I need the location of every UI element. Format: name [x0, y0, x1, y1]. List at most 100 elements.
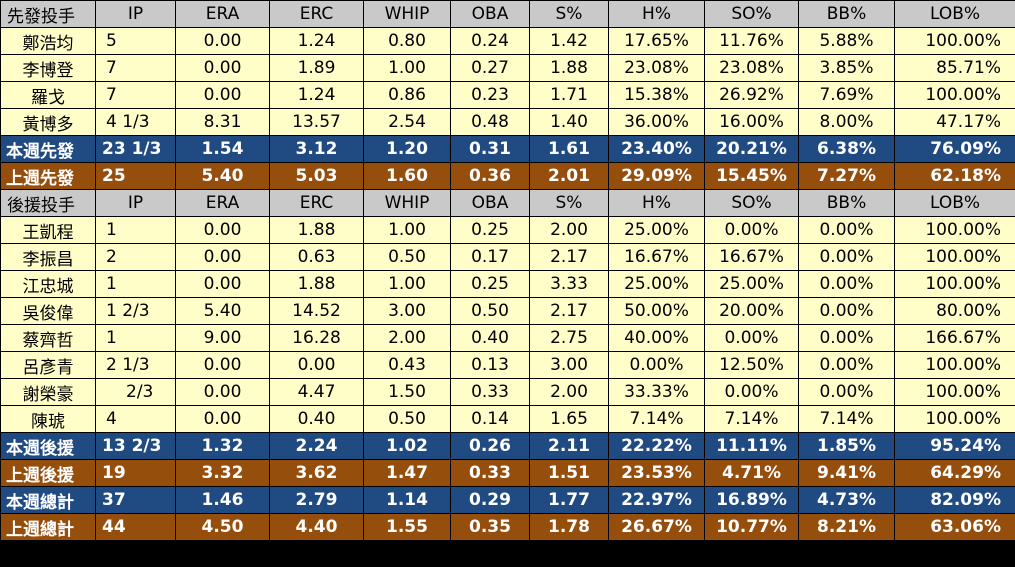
cell-erc: 5.03	[269, 162, 364, 190]
cell-lob-pct: 100.00%	[894, 216, 1015, 244]
cell-so-pct: 0.00%	[704, 216, 799, 244]
cell-whip: 1.55	[363, 513, 451, 541]
cell-h-pct: 26.67%	[608, 513, 705, 541]
cell-oba: 0.26	[450, 432, 530, 460]
reliever-row: 王凱程 1 0.00 1.88 1.00 0.25 2.00 25.00% 0.00% 0.00%…	[0, 216, 1015, 244]
cell-name: 李博登	[0, 54, 96, 82]
cell-so-pct: 26.92%	[704, 81, 799, 109]
cell-h-pct: 23.08%	[608, 54, 705, 82]
cell-oba: 0.25	[450, 270, 530, 298]
cell-lob-pct: 100.00%	[894, 243, 1015, 271]
totals-this-week-row: 本週總計 37 1.46 2.79 1.14 0.29 1.77 22.97% 16.89% 4.…	[0, 486, 1015, 514]
cell-lob-pct: 100.00%	[894, 270, 1015, 298]
header-oba: OBA	[450, 0, 530, 28]
header-name: 後援投手	[0, 189, 96, 217]
cell-h-pct: 25.00%	[608, 216, 705, 244]
header-bb-pct: BB%	[798, 189, 895, 217]
cell-s-pct: 3.33	[529, 270, 609, 298]
cell-bb-pct: 8.21%	[798, 513, 895, 541]
cell-oba: 0.17	[450, 243, 530, 271]
cell-name: 江忠城	[0, 270, 96, 298]
cell-bb-pct: 4.73%	[798, 486, 895, 514]
cell-oba: 0.13	[450, 351, 530, 379]
cell-name: 本週後援	[0, 432, 96, 460]
cell-oba: 0.40	[450, 324, 530, 352]
cell-s-pct: 2.75	[529, 324, 609, 352]
cell-whip: 0.50	[363, 243, 451, 271]
cell-era: 1.54	[175, 135, 270, 163]
cell-h-pct: 16.67%	[608, 243, 705, 271]
reliever-row: 李振昌 2 0.00 0.63 0.50 0.17 2.17 16.67% 16.67% 0.00…	[0, 243, 1015, 271]
cell-bb-pct: 0.00%	[798, 216, 895, 244]
cell-so-pct: 25.00%	[704, 270, 799, 298]
cell-erc: 3.12	[269, 135, 364, 163]
cell-whip: 1.50	[363, 378, 451, 406]
cell-s-pct: 1.40	[529, 108, 609, 136]
header-lob-pct: LOB%	[894, 0, 1015, 28]
cell-erc: 2.79	[269, 486, 364, 514]
relievers-this-week-row: 本週後援 13 2/3 1.32 2.24 1.02 0.26 2.11 22.22% 11.1…	[0, 432, 1015, 460]
cell-h-pct: 15.38%	[608, 81, 705, 109]
starters-header-row: 先發投手 IP ERA ERC WHIP OBA S% H% SO% BB% LOB%	[0, 0, 1015, 28]
cell-oba: 0.24	[450, 27, 530, 55]
reliever-row: 謝榮豪 2/3 0.00 4.47 1.50 0.33 2.00 33.33% 0.00% 0.0…	[0, 378, 1015, 406]
cell-ip: 13 2/3	[95, 432, 176, 460]
header-h-pct: H%	[608, 0, 705, 28]
cell-ip: 2 1/3	[95, 351, 176, 379]
cell-so-pct: 23.08%	[704, 54, 799, 82]
cell-oba: 0.33	[450, 459, 530, 487]
cell-whip: 1.60	[363, 162, 451, 190]
cell-whip: 0.43	[363, 351, 451, 379]
header-s-pct: S%	[529, 189, 609, 217]
cell-era: 0.00	[175, 243, 270, 271]
cell-whip: 1.14	[363, 486, 451, 514]
cell-bb-pct: 0.00%	[798, 297, 895, 325]
cell-whip: 1.00	[363, 216, 451, 244]
cell-oba: 0.33	[450, 378, 530, 406]
cell-era: 1.46	[175, 486, 270, 514]
cell-s-pct: 2.17	[529, 243, 609, 271]
reliever-row: 呂彥青 2 1/3 0.00 0.00 0.43 0.13 3.00 0.00% 12.50% 0…	[0, 351, 1015, 379]
cell-era: 5.40	[175, 162, 270, 190]
cell-ip: 5	[95, 27, 176, 55]
cell-era: 0.00	[175, 378, 270, 406]
cell-era: 8.31	[175, 108, 270, 136]
header-ip: IP	[95, 189, 176, 217]
header-name: 先發投手	[0, 0, 96, 28]
header-whip: WHIP	[363, 0, 451, 28]
cell-lob-pct: 85.71%	[894, 54, 1015, 82]
cell-lob-pct: 95.24%	[894, 432, 1015, 460]
cell-name: 王凱程	[0, 216, 96, 244]
cell-name: 黃博多	[0, 108, 96, 136]
cell-bb-pct: 0.00%	[798, 324, 895, 352]
cell-oba: 0.23	[450, 81, 530, 109]
cell-s-pct: 2.00	[529, 216, 609, 244]
cell-bb-pct: 0.00%	[798, 243, 895, 271]
header-h-pct: H%	[608, 189, 705, 217]
header-bb-pct: BB%	[798, 0, 895, 28]
relievers-header-row: 後援投手 IP ERA ERC WHIP OBA S% H% SO% BB% LOB%	[0, 189, 1015, 217]
cell-whip: 3.00	[363, 297, 451, 325]
header-era: ERA	[175, 0, 270, 28]
cell-name: 本週總計	[0, 486, 96, 514]
cell-era: 5.40	[175, 297, 270, 325]
cell-oba: 0.35	[450, 513, 530, 541]
cell-era: 9.00	[175, 324, 270, 352]
cell-s-pct: 1.51	[529, 459, 609, 487]
stats-table-body: 先發投手 IP ERA ERC WHIP OBA S% H% SO% BB% LOB% 鄭浩均 5 0.0…	[0, 0, 1015, 541]
cell-lob-pct: 63.06%	[894, 513, 1015, 541]
cell-whip: 0.86	[363, 81, 451, 109]
cell-era: 0.00	[175, 405, 270, 433]
cell-ip: 4	[95, 405, 176, 433]
cell-oba: 0.31	[450, 135, 530, 163]
header-erc: ERC	[269, 189, 364, 217]
reliever-row: 江忠城 1 0.00 1.88 1.00 0.25 3.33 25.00% 25.00% 0.00…	[0, 270, 1015, 298]
cell-ip: 1	[95, 324, 176, 352]
cell-oba: 0.36	[450, 162, 530, 190]
cell-s-pct: 1.65	[529, 405, 609, 433]
cell-lob-pct: 166.67%	[894, 324, 1015, 352]
cell-lob-pct: 64.29%	[894, 459, 1015, 487]
cell-erc: 13.57	[269, 108, 364, 136]
cell-h-pct: 33.33%	[608, 378, 705, 406]
header-lob-pct: LOB%	[894, 189, 1015, 217]
